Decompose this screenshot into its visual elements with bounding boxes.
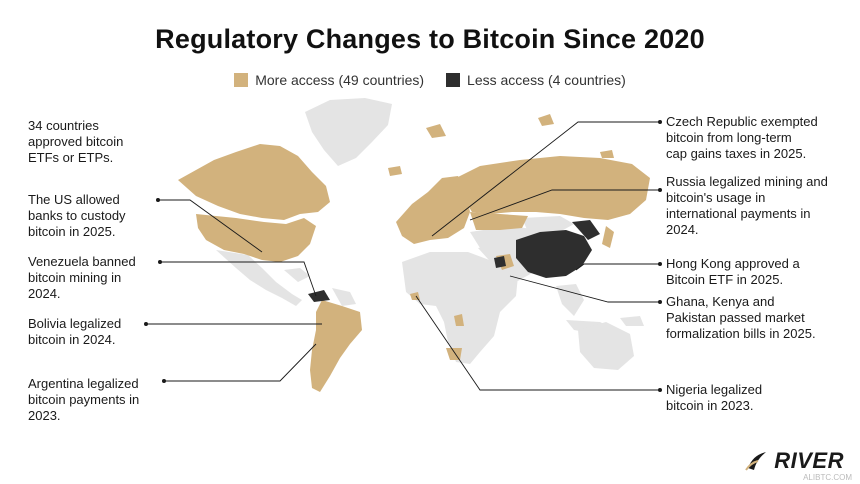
- mexico-central-america: [216, 250, 302, 306]
- watermark: ALIBTC.COM: [803, 473, 852, 482]
- annotation-czech: Czech Republic exempted bitcoin from lon…: [666, 114, 818, 161]
- annotation-etfs: 34 countries approved bitcoin ETFs or ET…: [28, 118, 124, 165]
- legend-swatch-less-access: [446, 73, 461, 87]
- annotation-us: The US allowed banks to custody bitcoin …: [28, 192, 126, 239]
- kazakhstan: [470, 212, 528, 230]
- russia: [452, 156, 650, 220]
- annotation-nigeria: Nigeria legalized bitcoin in 2023.: [666, 382, 763, 413]
- dot-russia: [658, 188, 662, 192]
- leader-hongkong: [575, 263, 660, 271]
- leader-dots: [144, 120, 662, 392]
- afghanistan: [494, 256, 506, 268]
- leader-us: [158, 199, 263, 253]
- dot-hongkong: [658, 262, 662, 266]
- legend-item-more-access: More access (49 countries): [234, 72, 424, 88]
- usa: [196, 214, 316, 262]
- river-logo-icon: [745, 452, 767, 471]
- dot-ghana: [658, 300, 662, 304]
- canada-alaska: [178, 144, 330, 220]
- kenya: [454, 314, 464, 326]
- annotation-venezuela: Venezuela banned bitcoin mining in 2024.: [28, 254, 136, 301]
- leader-russia: [469, 189, 660, 221]
- dot-czech: [658, 120, 662, 124]
- china: [516, 230, 592, 278]
- dot-nigeria: [658, 388, 662, 392]
- dot-argentina: [162, 379, 166, 383]
- dot-bolivia: [144, 322, 148, 326]
- greenland: [305, 98, 392, 166]
- south-africa: [446, 348, 462, 360]
- australia: [578, 322, 634, 370]
- legend: More access (49 countries) Less access (…: [0, 72, 860, 88]
- annotation-hongkong: Hong Kong approved a Bitcoin ETF in 2025…: [666, 256, 800, 287]
- less-access-countries: [308, 220, 600, 302]
- iceland: [388, 166, 402, 176]
- leader-ghana: [509, 275, 660, 303]
- leader-czech: [431, 121, 660, 237]
- dot-us: [156, 198, 160, 202]
- legend-label-less-access: Less access (4 countries): [467, 72, 626, 88]
- page-title: Regulatory Changes to Bitcoin Since 2020: [155, 24, 705, 54]
- africa: [402, 252, 518, 364]
- annotation-argentina: Argentina legalized bitcoin payments in …: [28, 376, 140, 423]
- northeast-china: [572, 220, 600, 240]
- dot-venezuela: [158, 260, 162, 264]
- river-logo: RIVER: [744, 448, 844, 474]
- arctic-islands: [426, 114, 614, 158]
- legend-swatch-more-access: [234, 73, 249, 87]
- leader-venezuela: [160, 261, 317, 297]
- annotation-russia: Russia legalized mining and bitcoin's us…: [666, 174, 828, 237]
- leader-nigeria: [415, 295, 660, 391]
- legend-item-less-access: Less access (4 countries): [446, 72, 626, 88]
- mongolia: [522, 216, 574, 234]
- southeast-asia: [556, 284, 584, 316]
- japan-korea: [602, 226, 614, 248]
- europe: [396, 176, 470, 244]
- annotation-bolivia: Bolivia legalized bitcoin in 2024.: [28, 316, 122, 347]
- caribbean: [284, 268, 310, 282]
- papua: [620, 316, 644, 326]
- legend-label-more-access: More access (49 countries): [255, 72, 425, 88]
- venezuela: [308, 290, 330, 302]
- river-logo-text: RIVER: [774, 448, 844, 473]
- annotation-ghana: Ghana, Kenya and Pakistan passed market …: [666, 294, 816, 341]
- south-america-north: [332, 288, 356, 306]
- south-america: [310, 300, 362, 392]
- neutral-land: [216, 98, 644, 370]
- leader-lines: [146, 121, 660, 391]
- leader-argentina: [164, 343, 317, 382]
